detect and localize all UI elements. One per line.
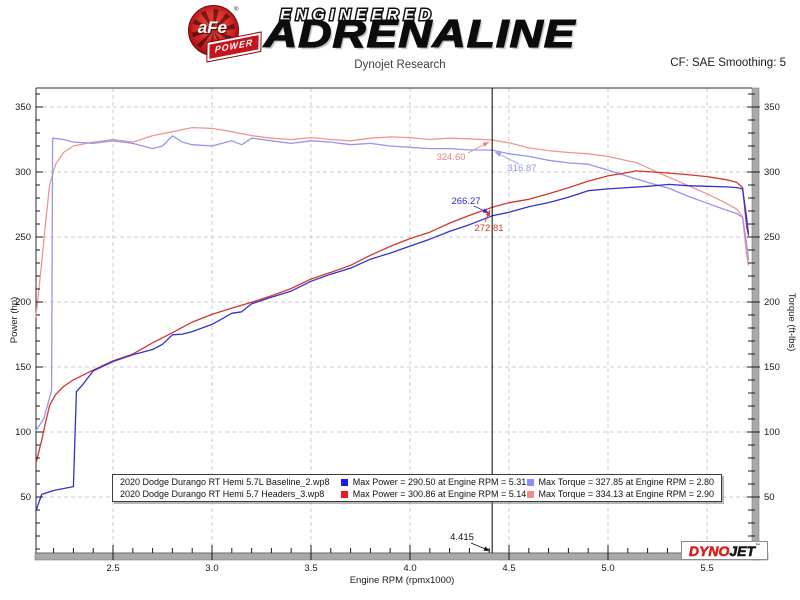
chart-text: 150: [15, 362, 31, 373]
chart-text: 324.60: [436, 152, 465, 163]
y-axis-title-right: Torque (ft-lbs): [786, 293, 797, 352]
legend-max-torque: Max Torque = 334.13 at Engine RPM = 2.90: [526, 489, 714, 499]
y-axis-title-left: Power (hp): [9, 297, 20, 343]
chart-text: 300: [15, 167, 31, 178]
trademark-mark: ™: [755, 543, 761, 549]
x-axis-title: Engine RPM (rpmx1000): [350, 575, 455, 586]
curve-baseline-power: [35, 183, 750, 512]
legend-max-power: Max Power = 300.86 at Engine RPM = 5.14: [340, 489, 527, 499]
smoothing-label: CF: SAE Smoothing: 5: [670, 57, 786, 69]
power-color-swatch: [340, 490, 348, 498]
chart-text: 200: [764, 297, 780, 308]
chart-text: 3.5: [304, 563, 317, 574]
afe-badge-text: aFe: [197, 18, 228, 37]
legend-box: 2020 Dodge Durango RT Hemi 5.7L Baseline…: [112, 474, 722, 502]
dynojet-logo: DYNO JET ™: [681, 541, 768, 560]
legend-row-0: 2020 Dodge Durango RT Hemi 5.7L Baseline…: [113, 476, 721, 488]
registered-mark: ®: [234, 7, 239, 13]
legend-file-name: 2020 Dodge Durango RT Hemi 5.7L Baseline…: [120, 477, 330, 487]
axis-ticks: [36, 93, 760, 560]
chart-text: 5.0: [601, 563, 614, 574]
chart-text: 350: [15, 102, 31, 113]
chart-text: 350: [764, 102, 780, 113]
chart-text: 100: [764, 427, 780, 438]
afe-power-logo: aFe ® POWER: [188, 5, 261, 62]
chart-text: 250: [764, 232, 780, 243]
chart-annotation: [470, 542, 491, 552]
chart-annotation: [473, 205, 490, 214]
dynojet-logo-dyno: DYNO: [688, 542, 730, 559]
legend-max-torque: Max Torque = 327.85 at Engine RPM = 2.80: [526, 477, 714, 487]
chart-text: 266.27: [451, 196, 480, 207]
dynojet-logo-jet: JET: [729, 542, 756, 559]
chart-text: 2.5: [106, 563, 119, 574]
chart-text: 250: [15, 232, 31, 243]
chart-text: 50: [764, 492, 775, 503]
legend-max-power: Max Power = 290.50 at Engine RPM = 5.31: [340, 477, 527, 487]
torque-color-swatch: [526, 478, 534, 486]
legend-row-1: 2020 Dodge Durango RT Hemi 5.7 Headers_3…: [113, 488, 721, 500]
chart-text: 300: [764, 167, 780, 178]
chart-text: 50: [20, 492, 31, 503]
chart-text: 4.415: [450, 532, 474, 543]
chart-text: 100: [15, 427, 31, 438]
curve-headers-power: [35, 170, 750, 465]
chart-text: 150: [764, 362, 780, 373]
adrenaline-wordmark: ADRENALINE: [263, 11, 576, 56]
chart-text: 316.87: [507, 163, 536, 174]
chart-text: 200: [15, 297, 31, 308]
legend-file-name: 2020 Dodge Durango RT Hemi 5.7 Headers_3…: [120, 489, 325, 499]
curve-baseline-torque: [35, 135, 750, 432]
chart-title: Dynojet Research: [354, 59, 446, 71]
torque-color-swatch: [526, 490, 534, 498]
engineered-wordmark: ENGINEERED: [279, 6, 436, 26]
x-axis-bar: [34, 552, 769, 561]
chart-annotation: [494, 151, 520, 165]
chart-text: 5.5: [700, 563, 713, 574]
chart-annotation: [484, 209, 491, 223]
chart-text: 4.0: [403, 563, 416, 574]
chart-text: 3.0: [205, 563, 218, 574]
curve-headers-torque: [35, 126, 750, 318]
power-color-swatch: [340, 478, 348, 486]
chart-text: 272.81: [474, 223, 503, 234]
chart-text: 4.5: [502, 563, 515, 574]
chart-annotation: [467, 141, 490, 154]
right-axis-bar: [751, 87, 760, 561]
